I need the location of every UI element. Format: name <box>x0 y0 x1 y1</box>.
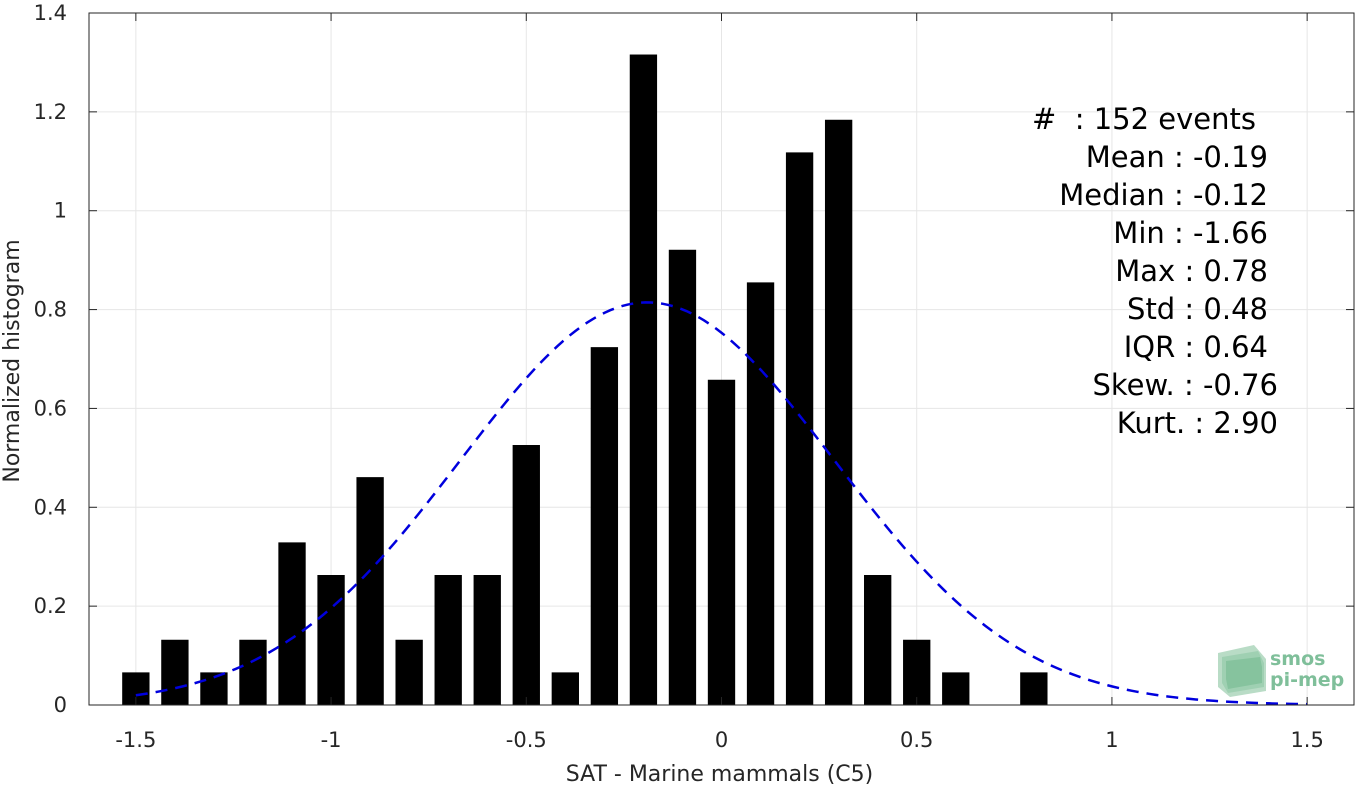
logo-text-line1: smos <box>1270 648 1326 670</box>
bar-18 <box>824 119 853 705</box>
grid <box>89 12 1354 706</box>
bar-9 <box>473 575 501 705</box>
y-tick-label-7: 1.4 <box>34 1 67 25</box>
y-tick-label-4: 0.8 <box>34 298 67 322</box>
bar-8 <box>434 575 462 705</box>
bar-12 <box>590 347 619 705</box>
bar-3 <box>239 639 267 705</box>
stat-iqr: IQR : 0.64 <box>1123 330 1268 364</box>
stat-min: Min : -1.66 <box>1113 216 1268 250</box>
bar-16 <box>746 282 775 705</box>
y-axis-label: Normalized histogram <box>0 239 25 482</box>
bar-6 <box>356 477 384 705</box>
bars <box>122 54 1048 706</box>
smos-pi-mep-logo: smos pi-mep <box>1214 643 1354 699</box>
stat-count: # : 152 events <box>1032 102 1256 136</box>
bar-21 <box>942 672 970 705</box>
y-tick-label-3: 0.6 <box>34 396 67 420</box>
y-tick-labels: 0 0.2 0.4 0.6 0.8 1 1.2 1.4 <box>34 1 67 717</box>
stat-skew: Skew. : -0.76 <box>1092 368 1278 402</box>
bar-11 <box>551 672 579 705</box>
x-tick-label-0: -1.5 <box>115 728 156 752</box>
stat-max: Max : 0.78 <box>1115 254 1268 288</box>
x-tick-label-6: 1.5 <box>1290 728 1323 752</box>
bar-20 <box>903 639 931 705</box>
bar-7 <box>395 639 423 705</box>
stat-median: Median : -0.12 <box>1059 178 1268 212</box>
x-axis-label: SAT - Marine mammals (C5) <box>566 762 874 785</box>
y-tick-label-6: 1.2 <box>34 100 67 124</box>
stat-mean: Mean : -0.19 <box>1085 140 1268 174</box>
bar-5 <box>317 575 345 705</box>
bar-4 <box>278 542 306 705</box>
x-tick-label-5: 1 <box>1105 728 1118 752</box>
x-tick-label-4: 0.5 <box>900 728 933 752</box>
bar-15 <box>707 379 736 705</box>
y-tick-label-5: 1 <box>54 199 67 223</box>
x-tick-label-2: -0.5 <box>506 728 547 752</box>
bar-10 <box>512 445 540 705</box>
x-tick-label-1: -1 <box>321 728 342 752</box>
y-tick-label-1: 0.2 <box>34 594 67 618</box>
bar-13 <box>629 54 658 705</box>
logo-text-line2: pi-mep <box>1270 669 1345 691</box>
bar-22 <box>1020 672 1048 705</box>
axis-ticks <box>89 12 1354 706</box>
bar-17 <box>785 152 814 706</box>
y-tick-label-0: 0 <box>54 693 67 717</box>
logo-waves-icon <box>1218 645 1266 697</box>
x-tick-labels: -1.5 -1 -0.5 0 0.5 1 1.5 <box>115 728 1323 752</box>
x-tick-label-3: 0 <box>715 728 728 752</box>
bar-1 <box>161 639 189 705</box>
y-tick-label-2: 0.4 <box>34 495 67 519</box>
stat-kurt: Kurt. : 2.90 <box>1116 406 1278 440</box>
normal-fit-curve <box>135 301 1308 706</box>
stat-std: Std : 0.48 <box>1127 292 1268 326</box>
bar-14 <box>668 249 697 705</box>
bar-19 <box>864 575 892 705</box>
